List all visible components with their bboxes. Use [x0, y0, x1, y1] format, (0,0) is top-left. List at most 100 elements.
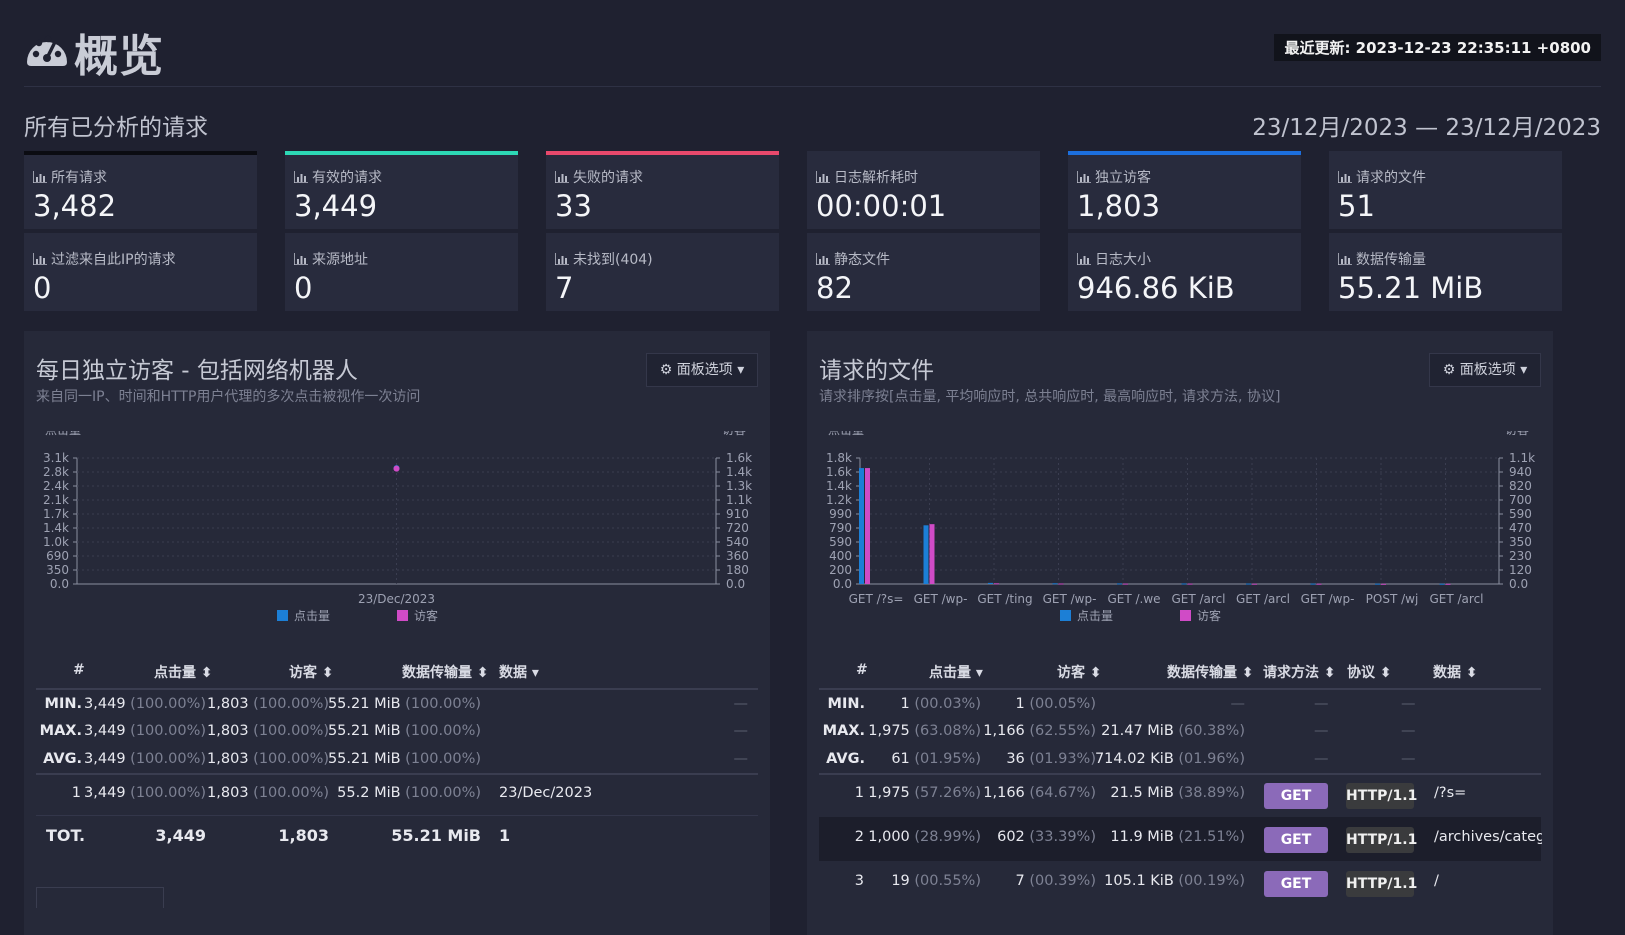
visitors-bar	[1252, 583, 1257, 585]
right-tick-label: 1.1k	[726, 493, 752, 507]
left-tick-label: 400	[829, 549, 852, 563]
panel-options-button[interactable]: ⚙ 面板选项 ▾	[646, 353, 758, 387]
total-visitors: 1,803	[278, 826, 329, 845]
visitors-panel: 每日独立访客 - 包括网络机器人 来自同一IP、时间和HTTP用户代理的多次点击…	[24, 331, 770, 935]
stat-label: 请求的文件	[1356, 170, 1426, 186]
stat-card: 独立访客 1,803	[1068, 151, 1301, 229]
left-tick-label: 0.0	[833, 577, 852, 591]
method-badge: GET	[1264, 783, 1328, 809]
sort-icon: ⬍	[472, 665, 489, 681]
summary-row-label: AVG.	[43, 751, 82, 767]
bar-chart-icon	[815, 253, 830, 266]
left-tick-label: 1.8k	[826, 451, 852, 465]
right-tick-label: 720	[726, 521, 749, 535]
total-bw: 55.21 MiB	[391, 826, 481, 845]
visitors-bar	[929, 524, 935, 584]
legend-visitors-swatch	[397, 610, 408, 621]
stat-card: 失败的请求 33	[546, 151, 779, 229]
col-header-method[interactable]: 请求方法 ⬍	[1263, 665, 1336, 681]
summary-protocol: —	[1401, 751, 1416, 767]
col-header-index: #	[856, 662, 868, 678]
col-header-visitors[interactable]: 访客 ⬍	[1057, 665, 1102, 681]
hits-bar	[1052, 583, 1058, 585]
row-data[interactable]: 23/Dec/2023	[499, 785, 593, 801]
summary-hits: 1,975 (63.08%)	[868, 723, 981, 739]
method-badge: GET	[1264, 871, 1328, 897]
col-header-index: #	[73, 662, 85, 678]
right-axis-label: 访客	[722, 431, 746, 437]
x-tick-label: POST /wj	[1366, 592, 1419, 606]
left-axis-label: 点击量	[45, 431, 81, 437]
stat-label: 日志大小	[1095, 252, 1151, 268]
total-hits: 3,449	[155, 826, 206, 845]
summary-row-label: MAX.	[822, 723, 865, 739]
hits-bar	[988, 582, 993, 584]
right-tick-label: 230	[1509, 549, 1532, 563]
last-update-label: 最近更新:	[1284, 39, 1351, 57]
stat-value: 3,482	[33, 189, 117, 223]
stat-card: 来源地址 0	[285, 233, 518, 311]
stat-card: 日志解析耗时 00:00:01	[807, 151, 1040, 229]
section-title: 所有已分析的请求	[24, 115, 208, 141]
right-tick-label: 360	[726, 549, 749, 563]
method-badge: GET	[1264, 827, 1328, 853]
x-tick-label: GET /arcl	[1236, 592, 1290, 606]
stat-card: 所有请求 3,482	[24, 151, 257, 229]
row-data[interactable]: /archives/categor	[1434, 829, 1542, 845]
stat-value: 0	[33, 271, 52, 305]
x-tick-label: GET /ting	[977, 592, 1032, 606]
col-header-bandwidth[interactable]: 数据传输量 ⬍	[1167, 665, 1254, 681]
summary-visitors: 1 (00.05%)	[1015, 696, 1096, 712]
stat-label: 独立访客	[1095, 170, 1151, 186]
col-header-hits[interactable]: 点击量 ⬍	[154, 665, 213, 681]
visitors-table: # 点击量 ⬍ 访客 ⬍ 数据传输量 ⬍ 数据 ▾ MIN. 3,449 (100…	[24, 331, 770, 935]
page-title: 概览	[74, 31, 164, 82]
row-data[interactable]: /	[1434, 873, 1439, 889]
left-tick-label: 590	[829, 535, 852, 549]
visitors-bar	[1381, 583, 1386, 585]
stat-value: 3,449	[294, 189, 378, 223]
right-tick-label: 910	[726, 507, 749, 521]
summary-hits: 3,449 (100.00%)	[84, 723, 206, 739]
stat-value: 51	[1338, 189, 1375, 223]
pagination[interactable]	[36, 887, 164, 908]
header-divider	[24, 86, 1601, 87]
col-header-bandwidth[interactable]: 数据传输量 ⬍	[402, 665, 489, 681]
col-header-visitors[interactable]: 访客 ⬍	[289, 665, 334, 681]
left-tick-label: 1.4k	[43, 521, 69, 535]
row-visitors: 602 (33.39%)	[997, 829, 1096, 845]
right-tick-label: 470	[1509, 521, 1532, 535]
right-tick-label: 940	[1509, 465, 1532, 479]
row-index: 2	[854, 829, 864, 845]
col-header-data[interactable]: 数据 ▾	[499, 665, 539, 681]
visitors-bar	[1187, 583, 1193, 585]
stat-value: 82	[816, 271, 853, 305]
row-bandwidth: 11.9 MiB (21.51%)	[1110, 829, 1245, 845]
summary-rule	[36, 773, 758, 775]
protocol-badge: HTTP/1.1	[1346, 871, 1417, 897]
total-data: 1	[499, 826, 511, 845]
col-header-hits[interactable]: 点击量 ▾	[929, 665, 983, 681]
hits-bar	[1439, 583, 1445, 585]
row-highlight	[819, 817, 1541, 861]
sort-icon: ⬍	[1375, 665, 1392, 681]
caret-down-icon: ▾	[1520, 362, 1528, 378]
col-header-protocol[interactable]: 协议 ⬍	[1347, 665, 1392, 681]
right-tick-label: 820	[1509, 479, 1532, 493]
right-tick-label: 700	[1509, 493, 1532, 507]
sort-icon: ⬍	[1319, 665, 1336, 681]
col-header-data[interactable]: 数据 ⬍	[1433, 665, 1478, 681]
date-range: 23/12月/2023 — 23/12月/2023	[1252, 115, 1601, 141]
stat-card: 数据传输量 55.21 MiB	[1329, 233, 1562, 311]
row-bandwidth: 55.2 MiB (100.00%)	[337, 785, 481, 801]
visitors-panel-subtitle: 来自同一IP、时间和HTTP用户代理的多次点击被视作一次访问	[36, 389, 421, 405]
bar-chart-icon	[293, 253, 308, 266]
summary-data: —	[733, 751, 749, 767]
summary-data: —	[733, 723, 749, 739]
summary-visitors: 1,803 (100.00%)	[207, 751, 329, 767]
panel-options-button[interactable]: ⚙ 面板选项 ▾	[1429, 353, 1541, 387]
x-tick-label: GET /wp-	[1043, 592, 1097, 606]
row-data[interactable]: /?s=	[1434, 785, 1467, 801]
visitors-bar	[1316, 583, 1322, 585]
hits-bar	[1375, 583, 1380, 585]
